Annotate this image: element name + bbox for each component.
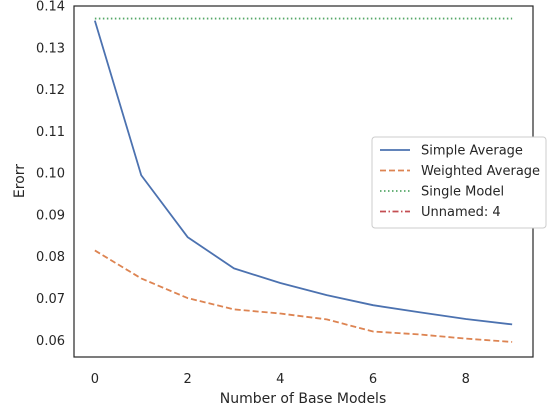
y-tick-label: 0.10 [36,167,65,182]
legend: Simple Average Weighted Average Single Mod… [371,136,547,229]
legend-label: Weighted Average [421,164,540,179]
legend-label: Single Model [421,185,504,200]
y-tick-label: 0.14 [36,0,65,15]
y-tick-label: 0.07 [36,292,65,307]
x-axis-label: Number of Base Models [220,391,387,407]
y-tick-label: 0.09 [36,208,65,223]
x-tick-label: 0 [91,372,99,387]
x-tick-label: 6 [369,372,377,387]
y-tick-label: 0.06 [36,334,65,349]
legend-label: Unnamed: 4 [421,205,501,220]
x-tick-label: 2 [183,372,191,387]
y-axis-ticks: 0.06 0.07 0.08 0.09 0.10 0.11 0.12 0.13 0.14 [36,0,65,349]
y-tick-label: 0.13 [36,41,65,56]
legend-label: Simple Average [421,144,523,159]
y-tick-label: 0.12 [36,83,65,98]
y-axis-label: Erorr [12,164,28,198]
y-tick-label: 0.08 [36,250,65,265]
series-line [94,249,513,343]
x-tick-label: 4 [276,372,284,387]
legend-frame [371,136,547,229]
x-tick-label: 8 [462,372,470,387]
series-layer [93,17,513,343]
y-tick-label: 0.11 [36,125,65,140]
series-line [93,20,513,326]
x-axis-ticks: 0 2 4 6 8 [91,372,470,387]
